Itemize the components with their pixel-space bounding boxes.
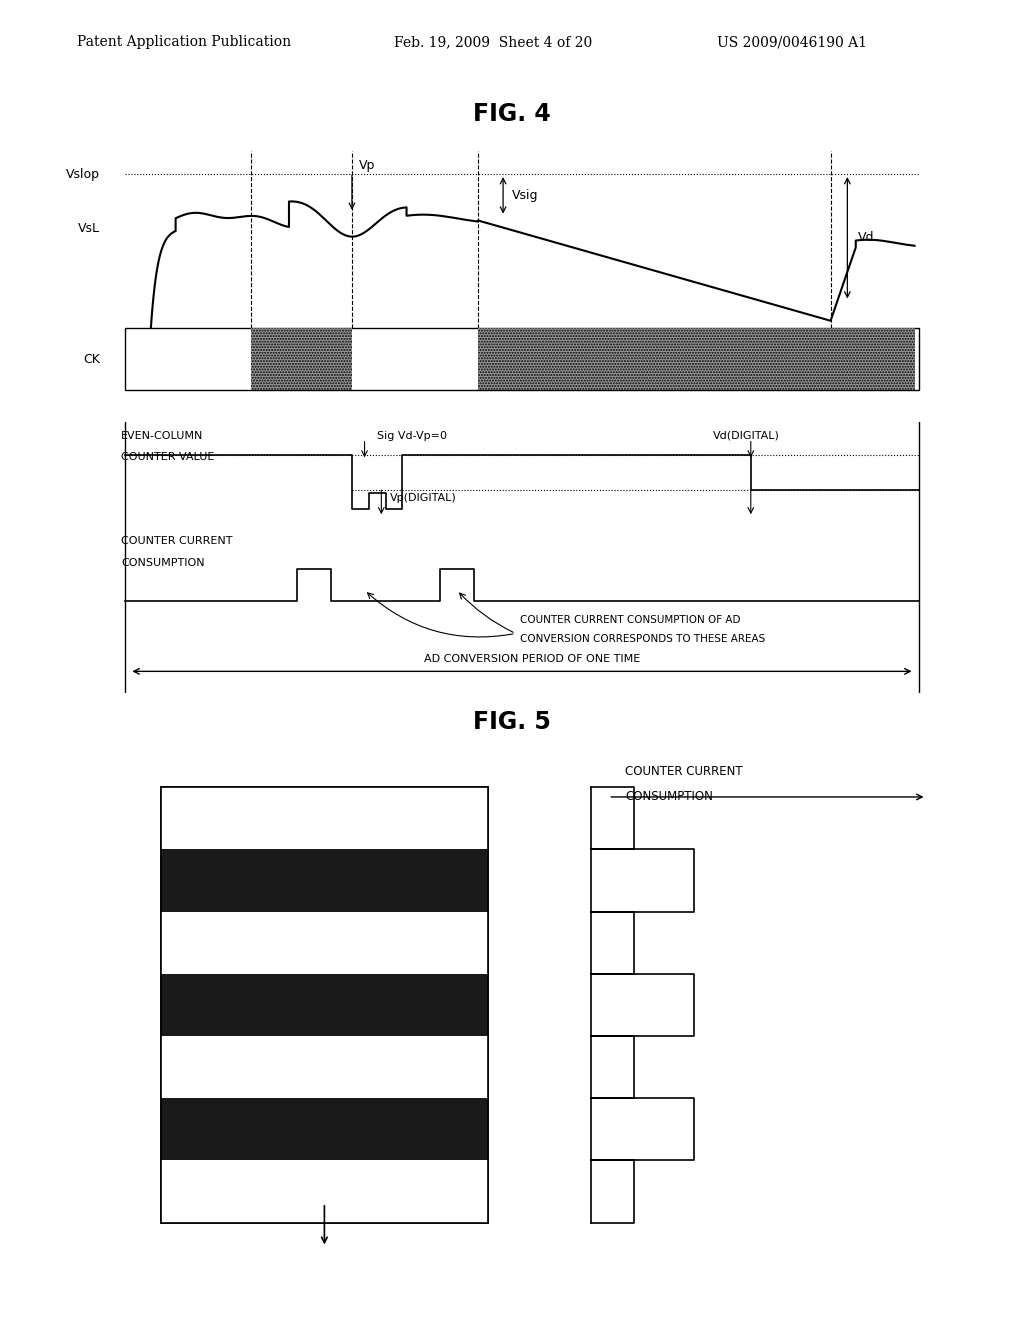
Bar: [251, 329, 352, 391]
Bar: [161, 1036, 487, 1098]
Bar: [161, 1160, 487, 1222]
Text: Vd(DIGITAL): Vd(DIGITAL): [713, 430, 780, 441]
Text: CONSUMPTION: CONSUMPTION: [121, 558, 205, 568]
Text: US 2009/0046190 A1: US 2009/0046190 A1: [717, 36, 866, 49]
Bar: [125, 329, 919, 391]
Text: CONVERSION CORRESPONDS TO THESE AREAS: CONVERSION CORRESPONDS TO THESE AREAS: [520, 634, 765, 644]
Bar: [161, 787, 487, 1222]
Text: Patent Application Publication: Patent Application Publication: [77, 36, 291, 49]
Text: COUNTER CURRENT: COUNTER CURRENT: [626, 764, 743, 777]
Bar: [161, 974, 487, 1036]
Text: VsL: VsL: [78, 222, 100, 235]
Bar: [478, 329, 914, 391]
Text: FIG. 4: FIG. 4: [473, 103, 551, 127]
Text: Vsig: Vsig: [512, 189, 538, 202]
Text: Vp: Vp: [358, 160, 375, 172]
Bar: [161, 1098, 487, 1160]
Bar: [161, 912, 487, 974]
Bar: [161, 787, 487, 1222]
Bar: [161, 787, 487, 849]
Bar: [161, 849, 487, 912]
Text: Vd: Vd: [857, 231, 873, 244]
Text: CONSUMPTION: CONSUMPTION: [626, 789, 714, 803]
Text: Vp(DIGITAL): Vp(DIGITAL): [390, 492, 457, 503]
Text: COUNTER CURRENT CONSUMPTION OF AD: COUNTER CURRENT CONSUMPTION OF AD: [520, 615, 740, 624]
Text: Sig Vd-Vp=0: Sig Vd-Vp=0: [377, 430, 447, 441]
Text: AD CONVERSION PERIOD OF ONE TIME: AD CONVERSION PERIOD OF ONE TIME: [424, 653, 641, 664]
Text: COUNTER CURRENT: COUNTER CURRENT: [121, 536, 232, 546]
Text: CK: CK: [83, 352, 100, 366]
Text: EVEN-COLUMN: EVEN-COLUMN: [121, 430, 204, 441]
Text: Feb. 19, 2009  Sheet 4 of 20: Feb. 19, 2009 Sheet 4 of 20: [394, 36, 593, 49]
Text: FIG. 5: FIG. 5: [473, 710, 551, 734]
Text: Vslop: Vslop: [66, 168, 100, 181]
Text: COUNTER VALUE: COUNTER VALUE: [121, 453, 214, 462]
